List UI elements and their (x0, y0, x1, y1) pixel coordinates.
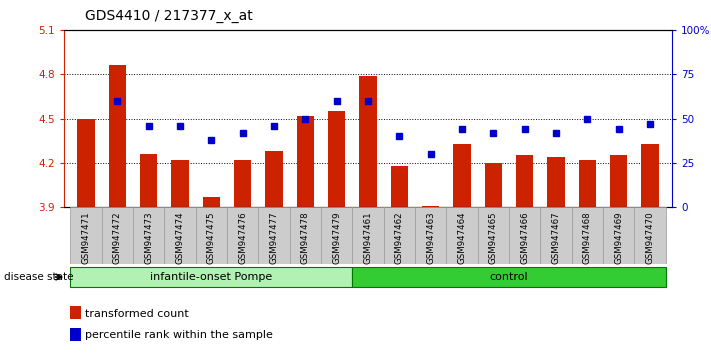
Bar (140, 154, 157, 207)
Bar (171, 160, 188, 207)
Text: percentile rank within the sample: percentile rank within the sample (85, 330, 273, 341)
Text: GSM947471: GSM947471 (82, 212, 90, 264)
Text: GDS4410 / 217377_x_at: GDS4410 / 217377_x_at (85, 9, 253, 23)
Text: GSM947474: GSM947474 (176, 212, 184, 264)
Bar (203, 197, 220, 207)
Bar (352, 267, 665, 287)
Bar (70, 307, 81, 319)
Bar (610, 155, 627, 207)
Bar (352, 207, 384, 264)
Bar (485, 163, 502, 207)
Bar (289, 207, 321, 264)
Bar (70, 267, 352, 287)
Text: GSM947470: GSM947470 (646, 212, 654, 264)
Text: GSM947466: GSM947466 (520, 212, 529, 264)
Text: GSM947463: GSM947463 (426, 212, 435, 264)
Text: GSM947469: GSM947469 (614, 212, 623, 264)
Bar (328, 111, 346, 207)
Bar (454, 144, 471, 207)
Text: GSM947472: GSM947472 (113, 212, 122, 264)
Text: GSM947476: GSM947476 (238, 212, 247, 264)
Bar (634, 207, 665, 264)
Bar (547, 157, 565, 207)
Text: GSM947478: GSM947478 (301, 212, 310, 264)
Bar (133, 207, 164, 264)
Bar (321, 207, 352, 264)
Text: GSM947468: GSM947468 (583, 212, 592, 264)
Bar (359, 76, 377, 207)
Text: GSM947464: GSM947464 (457, 212, 466, 264)
Bar (258, 207, 289, 264)
Bar (77, 119, 95, 207)
Bar (164, 207, 196, 264)
Bar (478, 207, 509, 264)
Bar (227, 207, 258, 264)
Text: transformed count: transformed count (85, 309, 189, 319)
Text: infantile-onset Pompe: infantile-onset Pompe (150, 272, 272, 282)
Bar (196, 207, 227, 264)
Bar (296, 116, 314, 207)
Text: control: control (490, 272, 528, 282)
Bar (102, 207, 133, 264)
Bar (265, 151, 282, 207)
Text: GSM947477: GSM947477 (269, 212, 279, 264)
Text: GSM947473: GSM947473 (144, 212, 153, 264)
Bar (390, 166, 408, 207)
Bar (447, 207, 478, 264)
Bar (234, 160, 251, 207)
Text: GSM947475: GSM947475 (207, 212, 215, 264)
Bar (422, 206, 439, 207)
Bar (384, 207, 415, 264)
Bar (579, 160, 596, 207)
Bar (70, 328, 81, 341)
Bar (540, 207, 572, 264)
Bar (516, 155, 533, 207)
Text: disease state: disease state (4, 272, 73, 282)
Text: GSM947462: GSM947462 (395, 212, 404, 264)
Text: GSM947461: GSM947461 (363, 212, 373, 264)
Bar (415, 207, 447, 264)
Text: GSM947479: GSM947479 (332, 212, 341, 264)
Bar (641, 144, 658, 207)
Bar (109, 65, 126, 207)
Bar (509, 207, 540, 264)
Bar (70, 207, 102, 264)
Text: GSM947465: GSM947465 (488, 212, 498, 264)
Bar (603, 207, 634, 264)
Bar (572, 207, 603, 264)
Text: GSM947467: GSM947467 (552, 212, 560, 264)
